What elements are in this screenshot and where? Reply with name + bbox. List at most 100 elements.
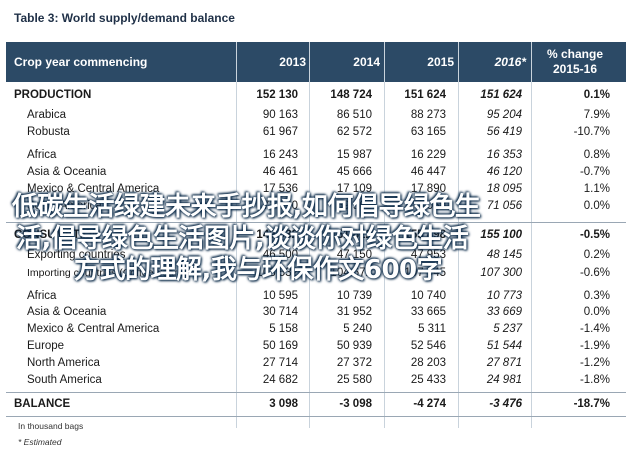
cell-2014: 45 666 bbox=[336, 166, 372, 178]
cell-2013: 27 714 bbox=[262, 357, 298, 369]
header-year-2015: 2015 bbox=[427, 55, 454, 69]
cell-2015: 5 311 bbox=[418, 323, 446, 335]
cell-2013: 30 714 bbox=[262, 306, 298, 318]
cell-2013: 3 098 bbox=[269, 398, 298, 410]
cell-change: -1.9% bbox=[579, 340, 610, 352]
column-divider bbox=[531, 42, 532, 428]
cell-change: 0.0% bbox=[583, 200, 610, 212]
cell-2013: 17 536 bbox=[262, 183, 298, 195]
cell-2015: 25 433 bbox=[410, 374, 446, 386]
cell-2014: 31 952 bbox=[336, 306, 372, 318]
cell-change: 0.1% bbox=[583, 89, 610, 101]
row-label: Africa bbox=[27, 149, 57, 161]
cell-2016: 18 095 bbox=[486, 183, 522, 195]
cell-2016: 33 669 bbox=[486, 306, 522, 318]
row-label: Mexico & Central America bbox=[27, 323, 160, 335]
cell-change: -10.7% bbox=[573, 126, 610, 138]
header-year-2013: 2013 bbox=[279, 55, 306, 69]
cell-2013: 61 967 bbox=[262, 126, 298, 138]
cell-change: -1.2% bbox=[579, 357, 610, 369]
cell-2014: 104 672 bbox=[330, 267, 372, 279]
cell-change: -1.4% bbox=[579, 323, 610, 335]
header-percent-change: % change 2015-16 bbox=[530, 47, 620, 77]
cell-2014: 50 939 bbox=[336, 340, 372, 352]
cell-2013: 152 130 bbox=[256, 89, 298, 101]
cell-change: 0.3% bbox=[583, 290, 610, 302]
cell-2015: 151 624 bbox=[404, 89, 446, 101]
cell-2013: 16 243 bbox=[262, 149, 298, 161]
table-row: Africa 10 595 10 739 10 740 10 773 0.3% bbox=[6, 288, 626, 305]
cell-2016: 107 300 bbox=[480, 267, 522, 279]
column-divider bbox=[309, 42, 310, 428]
table-header: Crop year commencing 2013 2014 2015 2016… bbox=[6, 42, 626, 82]
column-divider bbox=[236, 42, 237, 428]
table-row: Asia & Oceania 30 714 31 952 33 665 33 6… bbox=[6, 304, 626, 321]
table-row: Mexico & Central America 17 536 17 109 1… bbox=[6, 181, 626, 198]
column-divider bbox=[384, 42, 385, 428]
cell-2013: 46 500 bbox=[262, 249, 298, 261]
cell-2015: 52 546 bbox=[410, 340, 446, 352]
header-year-2016: 2016* bbox=[494, 55, 526, 69]
table-row: CONSUMPTION 149 032 151 822 155 898 155 … bbox=[6, 227, 626, 244]
cell-2015: 28 203 bbox=[410, 357, 446, 369]
cell-change: 0.2% bbox=[583, 249, 610, 261]
cell-2013: 46 461 bbox=[262, 166, 298, 178]
table-title: Table 3: World supply/demand balance bbox=[14, 11, 235, 25]
cell-2016: 51 544 bbox=[486, 340, 522, 352]
table-row: Arabica 90 163 86 510 88 273 95 204 7.9% bbox=[6, 107, 626, 124]
cell-2013: 103 532 bbox=[256, 267, 298, 279]
row-label: Asia & Oceania bbox=[27, 306, 107, 318]
cell-2016: 5 237 bbox=[493, 323, 522, 335]
cell-2015: 46 447 bbox=[410, 166, 446, 178]
table-row: South America 24 682 25 580 25 433 24 98… bbox=[6, 372, 626, 389]
cell-2014: 27 372 bbox=[336, 357, 372, 369]
cell-2016: 155 100 bbox=[480, 229, 522, 241]
table-row: BALANCE 3 098 -3 098 -4 274 -3 476 -18.7… bbox=[6, 396, 626, 413]
row-label: Asia & Oceania bbox=[27, 166, 107, 178]
cell-2016: -3 476 bbox=[489, 398, 522, 410]
cell-change: 1.1% bbox=[583, 183, 610, 195]
cell-2014: 10 739 bbox=[336, 290, 372, 302]
table-row: Africa 16 243 15 987 16 229 16 353 0.8% bbox=[6, 147, 626, 164]
cell-2016: 46 120 bbox=[486, 166, 522, 178]
cell-change: -0.5% bbox=[579, 229, 610, 241]
row-label: Importing countries (Coffee Years) bbox=[27, 267, 187, 279]
cell-2014: 25 580 bbox=[336, 374, 372, 386]
cell-2013: 149 032 bbox=[256, 229, 298, 241]
cell-change: -1.8% bbox=[579, 374, 610, 386]
cell-2013: 71 890 bbox=[262, 200, 298, 212]
cell-2014: 47 150 bbox=[336, 249, 372, 261]
cell-2016: 27 871 bbox=[486, 357, 522, 369]
cell-2014: 17 109 bbox=[336, 183, 372, 195]
cell-2015: 47 953 bbox=[410, 249, 446, 261]
table-bottom-rule bbox=[6, 416, 626, 417]
header-crop-year: Crop year commencing bbox=[14, 55, 148, 69]
cell-2016: 95 204 bbox=[486, 109, 522, 121]
cell-2014: 5 240 bbox=[343, 323, 372, 335]
table-row: Exporting countries 46 500 47 150 47 953… bbox=[6, 247, 626, 264]
row-label: North America bbox=[27, 357, 100, 369]
cell-2013: 50 169 bbox=[262, 340, 298, 352]
cell-change: -18.7% bbox=[573, 398, 610, 410]
cell-2015: 107 945 bbox=[404, 267, 446, 279]
cell-2014: -3 098 bbox=[339, 398, 372, 410]
table-row: North America 27 714 27 372 28 203 27 87… bbox=[6, 355, 626, 372]
header-change-line1: % change bbox=[546, 47, 603, 61]
row-label: Africa bbox=[27, 290, 57, 302]
row-label: South America bbox=[27, 374, 102, 386]
cell-2016: 24 981 bbox=[486, 374, 522, 386]
cell-2014: 15 987 bbox=[336, 149, 372, 161]
cell-2015: 71 058 bbox=[410, 200, 446, 212]
row-label: Arabica bbox=[27, 109, 66, 121]
cell-change: 7.9% bbox=[583, 109, 610, 121]
cell-2013: 90 163 bbox=[262, 109, 298, 121]
table-row: South America 71 890 69 962 71 058 71 05… bbox=[6, 198, 626, 215]
cell-change: 0.8% bbox=[583, 149, 610, 161]
estimated-note: * Estimated bbox=[18, 437, 62, 447]
cell-2016: 10 773 bbox=[486, 290, 522, 302]
cell-2015: 10 740 bbox=[410, 290, 446, 302]
header-change-line2: 2015-16 bbox=[552, 62, 598, 76]
cell-change: -0.6% bbox=[579, 267, 610, 279]
cell-2016: 71 056 bbox=[486, 200, 522, 212]
table-row: Importing countries (Coffee Years) 103 5… bbox=[6, 265, 626, 282]
